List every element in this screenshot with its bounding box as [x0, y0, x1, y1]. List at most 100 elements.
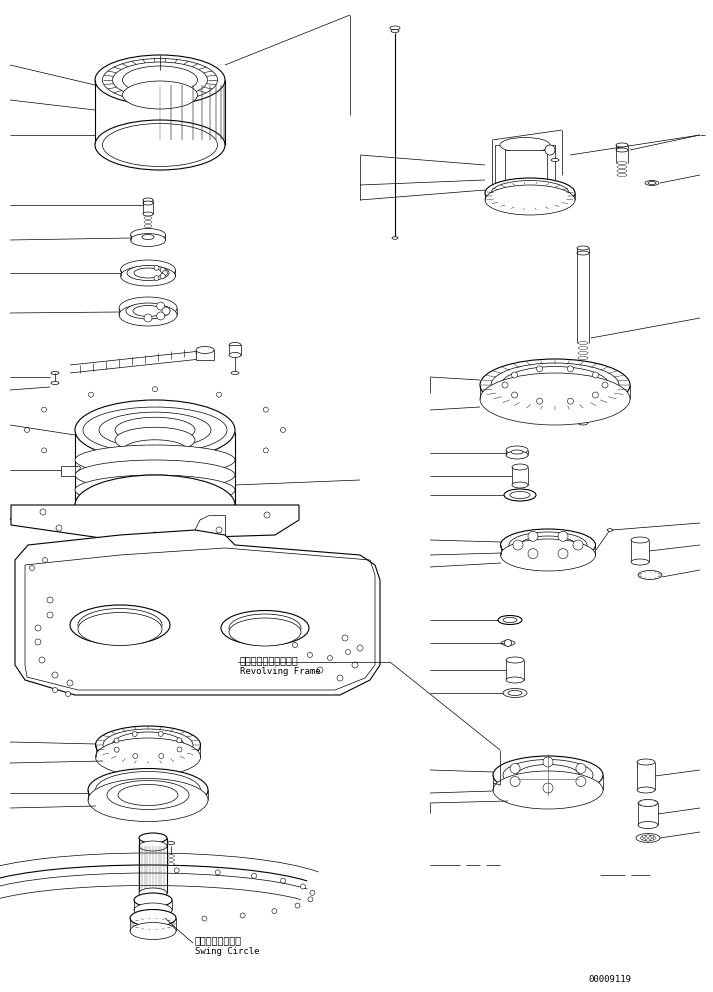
Ellipse shape	[231, 371, 239, 375]
Ellipse shape	[509, 532, 587, 558]
Circle shape	[528, 532, 538, 542]
Ellipse shape	[95, 120, 225, 170]
Circle shape	[342, 635, 348, 641]
Ellipse shape	[578, 377, 588, 380]
Ellipse shape	[506, 451, 528, 459]
Circle shape	[511, 392, 518, 398]
Ellipse shape	[616, 148, 628, 152]
Circle shape	[310, 891, 315, 896]
Bar	[505, 150, 547, 182]
Circle shape	[543, 757, 553, 767]
Circle shape	[47, 597, 53, 603]
Ellipse shape	[134, 893, 172, 907]
Circle shape	[53, 687, 58, 692]
Circle shape	[66, 691, 71, 696]
Circle shape	[114, 747, 119, 752]
Ellipse shape	[578, 412, 588, 415]
Circle shape	[301, 884, 306, 889]
Ellipse shape	[168, 855, 175, 857]
Circle shape	[640, 836, 644, 839]
Circle shape	[263, 407, 268, 412]
Circle shape	[558, 549, 568, 558]
Circle shape	[537, 398, 543, 404]
Ellipse shape	[103, 729, 193, 761]
Ellipse shape	[143, 201, 153, 205]
Ellipse shape	[95, 55, 225, 105]
Ellipse shape	[578, 392, 588, 395]
Ellipse shape	[631, 537, 649, 543]
Polygon shape	[15, 530, 380, 695]
Circle shape	[215, 870, 220, 875]
Ellipse shape	[637, 759, 655, 765]
Bar	[495, 145, 555, 185]
Ellipse shape	[118, 785, 178, 806]
Ellipse shape	[130, 923, 176, 939]
Circle shape	[154, 265, 159, 270]
Ellipse shape	[123, 81, 198, 109]
Circle shape	[67, 680, 73, 686]
Circle shape	[157, 311, 165, 320]
Ellipse shape	[130, 228, 165, 241]
Ellipse shape	[578, 397, 588, 400]
Ellipse shape	[503, 688, 527, 697]
Ellipse shape	[578, 346, 588, 349]
Ellipse shape	[511, 450, 523, 454]
Ellipse shape	[115, 418, 195, 442]
Ellipse shape	[510, 491, 530, 499]
Ellipse shape	[134, 903, 172, 917]
Circle shape	[158, 731, 163, 736]
Ellipse shape	[119, 297, 177, 319]
Ellipse shape	[638, 800, 658, 806]
Circle shape	[642, 835, 645, 838]
Ellipse shape	[139, 833, 167, 843]
Circle shape	[576, 764, 586, 774]
Ellipse shape	[130, 233, 165, 246]
Circle shape	[573, 540, 583, 550]
Circle shape	[163, 271, 168, 276]
Ellipse shape	[83, 407, 227, 453]
Ellipse shape	[119, 304, 177, 326]
Circle shape	[29, 565, 34, 570]
Ellipse shape	[120, 266, 175, 286]
Ellipse shape	[506, 446, 528, 454]
Ellipse shape	[638, 821, 658, 828]
Text: レボルビングフレーム: レボルビングフレーム	[240, 655, 299, 665]
Ellipse shape	[578, 341, 588, 344]
Circle shape	[88, 392, 93, 397]
Ellipse shape	[501, 529, 595, 561]
Ellipse shape	[517, 765, 579, 786]
Circle shape	[39, 657, 45, 663]
Ellipse shape	[617, 162, 627, 165]
Ellipse shape	[637, 787, 655, 793]
Ellipse shape	[134, 268, 162, 278]
Ellipse shape	[103, 59, 217, 101]
Ellipse shape	[480, 373, 630, 425]
Ellipse shape	[578, 421, 588, 425]
Ellipse shape	[645, 181, 659, 186]
Circle shape	[252, 873, 257, 878]
Circle shape	[602, 382, 608, 388]
Ellipse shape	[115, 428, 195, 452]
Circle shape	[114, 738, 119, 743]
Ellipse shape	[485, 185, 575, 215]
Ellipse shape	[578, 382, 588, 385]
Ellipse shape	[616, 143, 628, 147]
Ellipse shape	[99, 412, 211, 447]
Ellipse shape	[578, 371, 588, 375]
Ellipse shape	[491, 181, 569, 205]
Ellipse shape	[229, 618, 301, 646]
Ellipse shape	[607, 529, 613, 532]
Ellipse shape	[493, 771, 603, 809]
Circle shape	[317, 667, 323, 673]
Circle shape	[40, 509, 46, 515]
Circle shape	[177, 747, 182, 752]
Ellipse shape	[70, 605, 170, 645]
Circle shape	[24, 428, 29, 433]
Circle shape	[558, 532, 568, 542]
Ellipse shape	[577, 246, 589, 250]
Circle shape	[568, 398, 573, 404]
Ellipse shape	[139, 841, 167, 851]
Circle shape	[642, 838, 645, 841]
Circle shape	[47, 612, 53, 618]
Circle shape	[177, 738, 182, 743]
